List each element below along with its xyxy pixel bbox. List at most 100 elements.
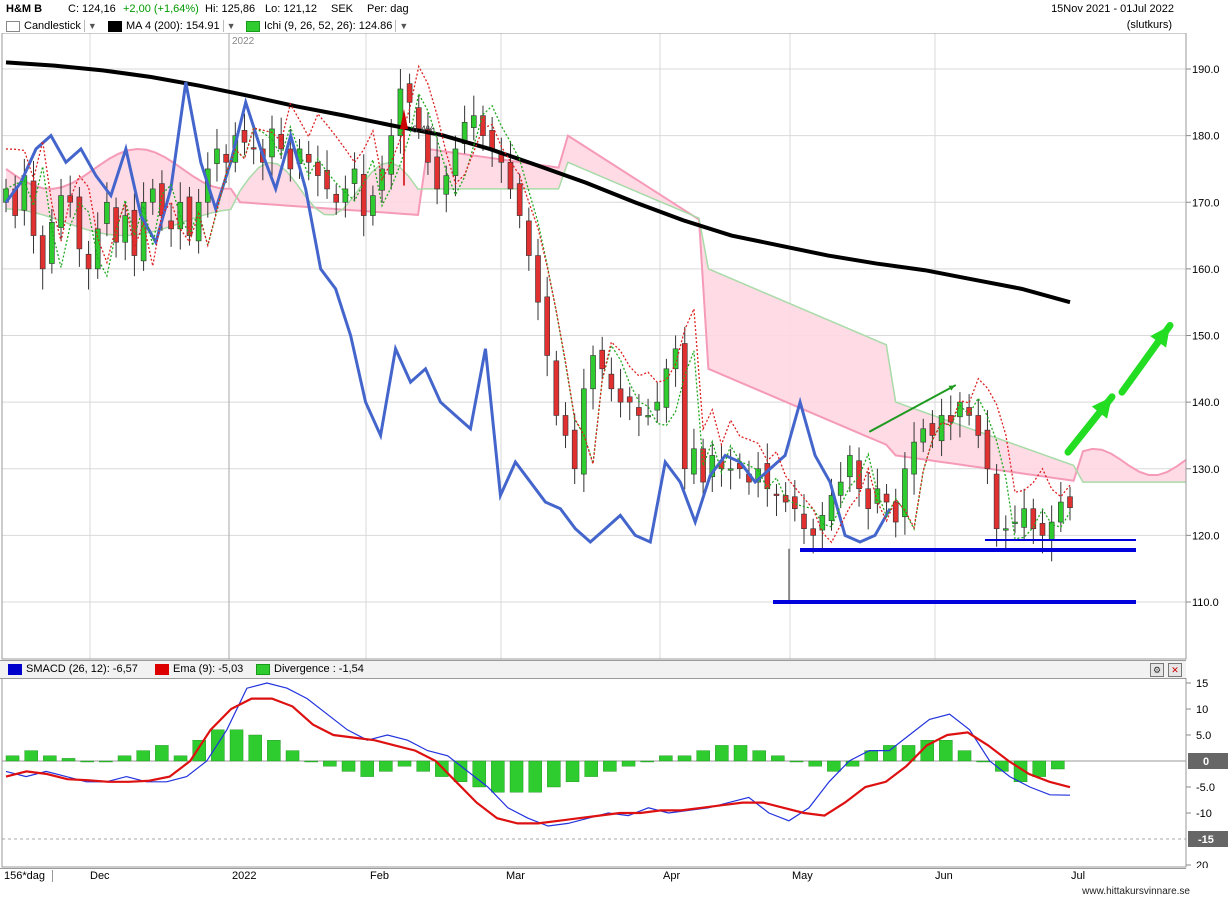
candle bbox=[773, 493, 780, 496]
divergence-bar bbox=[304, 760, 318, 763]
divergence-bar bbox=[528, 760, 542, 793]
candle bbox=[480, 115, 486, 136]
month-label: May bbox=[792, 870, 813, 882]
divergence-bar bbox=[584, 760, 598, 777]
divergence-bar bbox=[472, 760, 486, 788]
candle bbox=[1058, 501, 1064, 523]
candle bbox=[76, 196, 83, 250]
divergence-bar bbox=[267, 740, 281, 762]
divergence-bar bbox=[80, 760, 94, 763]
ticker-title: H&M B bbox=[6, 3, 43, 15]
candle bbox=[1021, 508, 1027, 528]
chikou-line bbox=[4, 82, 892, 545]
x-axis bbox=[0, 868, 1186, 883]
candle bbox=[636, 407, 642, 416]
divergence-bar bbox=[379, 760, 393, 772]
wrench-icon[interactable]: ⚙ bbox=[1150, 663, 1164, 677]
divergence-bar bbox=[547, 760, 561, 788]
candle bbox=[663, 368, 670, 408]
candle bbox=[315, 161, 321, 176]
candle bbox=[929, 423, 936, 436]
candle bbox=[278, 133, 284, 150]
measure-label: 6.4% bbox=[412, 124, 435, 135]
candle bbox=[30, 180, 37, 236]
legend-ichi[interactable]: Ichi (9, 26, 52, 26): 124.86 ▼ bbox=[246, 19, 408, 33]
month-label: Jul bbox=[1071, 870, 1086, 882]
candle bbox=[397, 88, 404, 136]
candle bbox=[993, 473, 1000, 530]
candle bbox=[700, 448, 706, 483]
candle bbox=[553, 360, 560, 416]
divergence-bar bbox=[771, 755, 785, 762]
candle bbox=[535, 255, 541, 303]
candle bbox=[131, 209, 138, 256]
candle bbox=[85, 253, 92, 270]
legend-ema[interactable]: Ema (9): -5,03 bbox=[155, 663, 243, 675]
candle bbox=[214, 148, 220, 164]
candle bbox=[49, 221, 55, 264]
trend-arrow-head bbox=[948, 385, 955, 391]
divergence-bar bbox=[789, 760, 804, 763]
last-value-badge-label: 0 bbox=[1203, 756, 1209, 768]
legend-divergence[interactable]: Divergence : -1,54 bbox=[256, 663, 364, 675]
divergence-bar bbox=[976, 760, 990, 763]
candle bbox=[892, 501, 899, 523]
legend-smacd-label: SMACD (26, 12): -6,57 bbox=[26, 663, 138, 675]
y-tick-label: 180.0 bbox=[1192, 131, 1220, 143]
divergence-bar bbox=[173, 755, 188, 762]
divergence-bar bbox=[397, 760, 412, 767]
candle bbox=[526, 220, 532, 256]
candle bbox=[333, 193, 340, 203]
divergence-bar bbox=[752, 750, 766, 762]
y-tick-label: -5.0 bbox=[1196, 782, 1215, 794]
candle bbox=[140, 201, 147, 262]
candle bbox=[168, 220, 174, 230]
legend-candlestick[interactable]: Candlestick ▼ bbox=[6, 19, 97, 33]
y-tick-label: 20 bbox=[1196, 860, 1208, 868]
candle bbox=[223, 153, 229, 163]
close-price: C: 124,16 bbox=[68, 3, 116, 15]
y-tick-label: 160.0 bbox=[1192, 264, 1220, 276]
candle bbox=[975, 415, 982, 436]
divergence-bar bbox=[715, 745, 729, 762]
candle bbox=[883, 493, 890, 503]
y-tick-label: -10 bbox=[1196, 808, 1212, 820]
candle bbox=[911, 441, 917, 475]
candle bbox=[122, 215, 129, 243]
candle bbox=[507, 161, 514, 190]
measure-arrowhead bbox=[400, 108, 408, 129]
chevron-down-icon[interactable]: ▼ bbox=[226, 21, 236, 31]
candle bbox=[645, 415, 651, 418]
y-tick-label: 5.0 bbox=[1196, 730, 1211, 742]
candle bbox=[801, 513, 807, 530]
month-label: Apr bbox=[663, 870, 681, 882]
footer-url[interactable]: www.hittakursvinnare.se bbox=[1082, 886, 1190, 897]
date-range: 15Nov 2021 - 01Jul 2022 bbox=[1051, 3, 1174, 15]
divergence-bar bbox=[509, 760, 524, 793]
chevron-down-icon[interactable]: ▼ bbox=[87, 21, 97, 31]
divergence-bar bbox=[136, 750, 150, 762]
candle bbox=[865, 488, 872, 510]
candle bbox=[351, 168, 358, 184]
y-tick-label: 130.0 bbox=[1192, 464, 1220, 476]
candle bbox=[434, 156, 440, 190]
divergence-bar bbox=[621, 760, 636, 767]
close-icon[interactable]: ✕ bbox=[1168, 663, 1182, 677]
divergence-bar bbox=[99, 760, 113, 763]
candle bbox=[938, 415, 945, 442]
candle bbox=[590, 355, 596, 390]
candle bbox=[1067, 496, 1073, 508]
legend-ma[interactable]: MA 4 (200): 154.91 ▼ bbox=[108, 19, 235, 33]
chevron-down-icon[interactable]: ▼ bbox=[399, 21, 409, 31]
y-tick-label: 15 bbox=[1196, 678, 1208, 690]
divergence-bar bbox=[5, 755, 20, 762]
candle bbox=[837, 481, 844, 496]
candle bbox=[104, 201, 110, 224]
divergence-bar bbox=[565, 760, 580, 782]
ema-swatch bbox=[155, 663, 169, 675]
divergence-bar bbox=[677, 755, 692, 762]
candle bbox=[388, 135, 395, 175]
legend-smacd[interactable]: SMACD (26, 12): -6,57 bbox=[8, 663, 138, 675]
candle bbox=[287, 148, 294, 170]
low-value-badge bbox=[1188, 831, 1228, 847]
